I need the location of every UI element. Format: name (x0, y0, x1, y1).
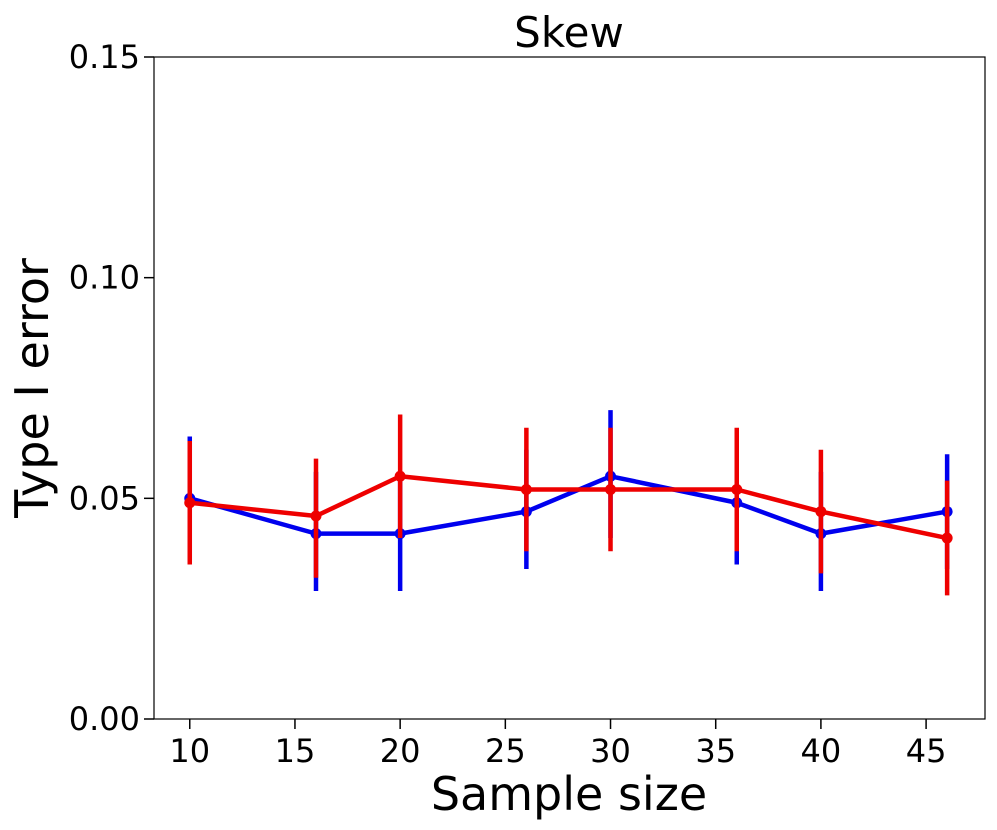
series-line (189, 474, 948, 536)
y-tick-label: 0.05 (69, 479, 140, 517)
data-point (605, 484, 617, 496)
data-point (520, 484, 532, 496)
x-axis-label: Sample size (431, 767, 707, 821)
y-tick-label: 0.10 (69, 259, 140, 297)
plot-area (153, 56, 986, 720)
series-2 (184, 414, 953, 596)
x-tick-label: 25 (485, 732, 526, 770)
y-axis-ticks: 0.00 0.05 0.10 0.15 (69, 38, 154, 738)
data-point (394, 470, 406, 482)
data-point (184, 497, 196, 509)
y-tick-label: 0.15 (69, 38, 140, 76)
x-tick-label: 35 (695, 732, 736, 770)
x-axis-ticks: 10 15 20 25 30 35 40 45 (169, 719, 946, 770)
x-tick-label: 45 (906, 732, 947, 770)
series-layer (184, 410, 953, 596)
y-axis-label: Type I error (5, 258, 59, 519)
data-point (731, 484, 743, 496)
data-point (815, 506, 827, 518)
series-line (189, 474, 948, 541)
y-tick-label: 0.00 (69, 700, 140, 738)
x-tick-label: 20 (380, 732, 421, 770)
x-tick-label: 30 (590, 732, 631, 770)
x-tick-label: 40 (801, 732, 842, 770)
data-point (310, 510, 322, 522)
x-tick-label: 15 (275, 732, 316, 770)
x-tick-label: 10 (169, 732, 210, 770)
data-point (941, 532, 953, 544)
chart-title: Skew (514, 8, 624, 57)
